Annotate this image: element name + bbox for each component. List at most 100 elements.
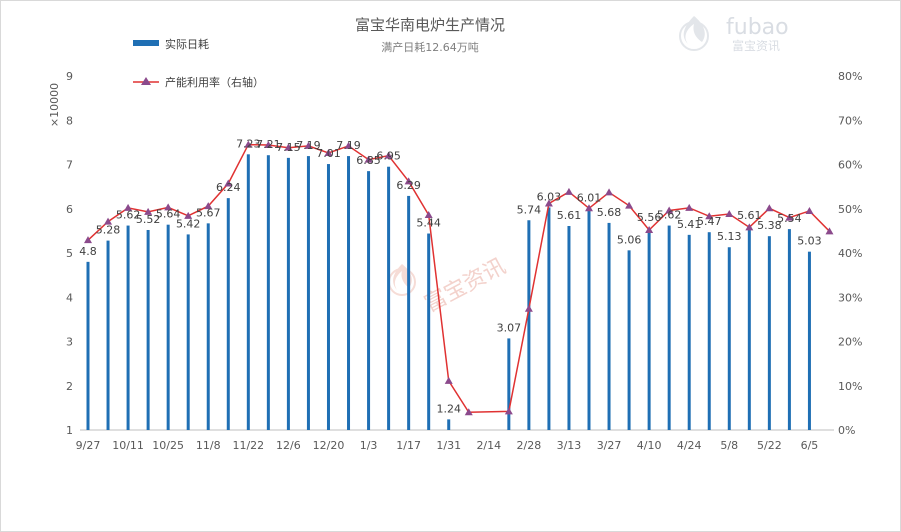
x-tick-label: 1/17 [396,439,421,452]
y2-tick-label: 30% [838,291,862,304]
x-tick-label: 1/31 [436,439,461,452]
bar [206,223,210,430]
bar-data-label: 6.85 [356,154,381,167]
bar-data-label: 5.62 [657,209,682,222]
bar [627,250,631,430]
bar-data-label: 5.61 [557,209,582,222]
bar [106,240,110,430]
y-tick-label: 3 [66,336,73,349]
y2-tick-label: 50% [838,203,862,216]
bar [647,228,651,430]
fubao-logo: fubao 富宝资讯 [679,15,789,53]
legend-bar-swatch [133,40,159,46]
bar-data-label: 6.95 [376,150,401,163]
x-tick-label: 2/14 [476,439,501,452]
line-marker [364,155,373,163]
bar [186,234,190,430]
line-marker [204,202,213,210]
bar-data-label: 4.8 [79,245,97,258]
bar-data-label: 7.21 [256,138,281,151]
bar-data-label: 5.54 [777,212,802,225]
line-marker [84,236,92,244]
bar [166,224,170,430]
legend-bar-label: 实际日耗 [165,37,209,51]
y2-tick-label: 20% [838,336,862,349]
bar [387,166,391,430]
bar-data-label: 7.15 [276,141,301,154]
line-marker [424,210,433,218]
line-marker [384,151,393,159]
line-marker [625,201,634,209]
bar-data-label: 5.62 [116,209,141,222]
bar-data-label: 6.24 [216,181,241,194]
line-marker [224,179,233,187]
bar-data-label: 6.01 [577,191,602,204]
line-marker [725,210,734,218]
line-marker [344,141,353,149]
legend: 实际日耗 产能利用率（右轴） [133,37,264,89]
bar [547,207,551,430]
bar [146,229,150,430]
x-tick-label: 1/3 [360,439,378,452]
bar-data-label: 5.61 [737,209,762,222]
bar [607,222,611,430]
bar [326,164,330,430]
watermark-flame-icon [388,264,416,296]
y-tick-label: 9 [66,70,73,83]
bar [667,225,671,430]
bar-data-label: 3.07 [497,321,522,334]
x-tick-label: 3/27 [597,439,622,452]
bar [226,198,230,430]
y-tick-label: 2 [66,380,73,393]
bar-series [86,154,811,431]
bar [527,220,531,430]
x-tick-label: 2/28 [517,439,542,452]
x-tick-label: 5/8 [720,439,738,452]
bar [707,232,711,430]
line-marker [404,177,413,185]
y-tick-label: 5 [66,247,73,260]
y2-tick-label: 60% [838,159,862,172]
x-tick-label: 9/27 [76,439,101,452]
bar-data-label: 5.47 [697,215,722,228]
line-marker [544,199,553,207]
x-tick-label: 12/6 [276,439,301,452]
line-marker [825,227,834,235]
bar [427,233,431,430]
bar-data-label: 5.38 [757,219,782,232]
line-marker [685,203,694,211]
line-marker [264,141,273,149]
x-tick-label: 3/13 [557,439,582,452]
chart-subtitle: 满产日耗12.64万吨 [381,40,479,54]
y-tick-label: 4 [66,291,73,304]
y-axis-left: 1 2 3 4 5 6 7 8 9 [66,70,73,437]
bar [407,195,411,430]
x-tick-label: 10/11 [112,439,144,452]
line-marker [745,223,754,231]
fubao-flame-icon [679,16,709,51]
bar-data-label: 5.03 [797,235,822,248]
bar [306,156,310,430]
bar [767,236,771,430]
bar-data-label: 6.03 [537,190,562,203]
bar-data-label: 5.68 [597,206,622,219]
line-marker [805,206,814,214]
x-tick-label: 10/25 [152,439,184,452]
x-tick-label: 5/22 [757,439,782,452]
bar [86,261,90,430]
line-marker [164,203,173,211]
bar [286,157,290,431]
bar-data-label: 5.42 [176,217,201,230]
line-marker [564,187,573,195]
bar-data-label: 5.52 [136,213,161,226]
data-labels: 4.85.285.625.525.645.425.676.247.237.217… [79,137,821,415]
y-tick-label: 7 [66,159,73,172]
x-axis: 9/27 10/11 10/25 11/8 11/22 12/6 12/20 1/3 1/17 1… [76,439,819,452]
bar-data-label: 5.64 [156,208,181,221]
line-marker [144,207,153,215]
y2-tick-label: 70% [838,114,862,127]
line-marker [705,212,714,220]
x-tick-label: 4/24 [677,439,702,452]
line-marker [124,203,133,211]
